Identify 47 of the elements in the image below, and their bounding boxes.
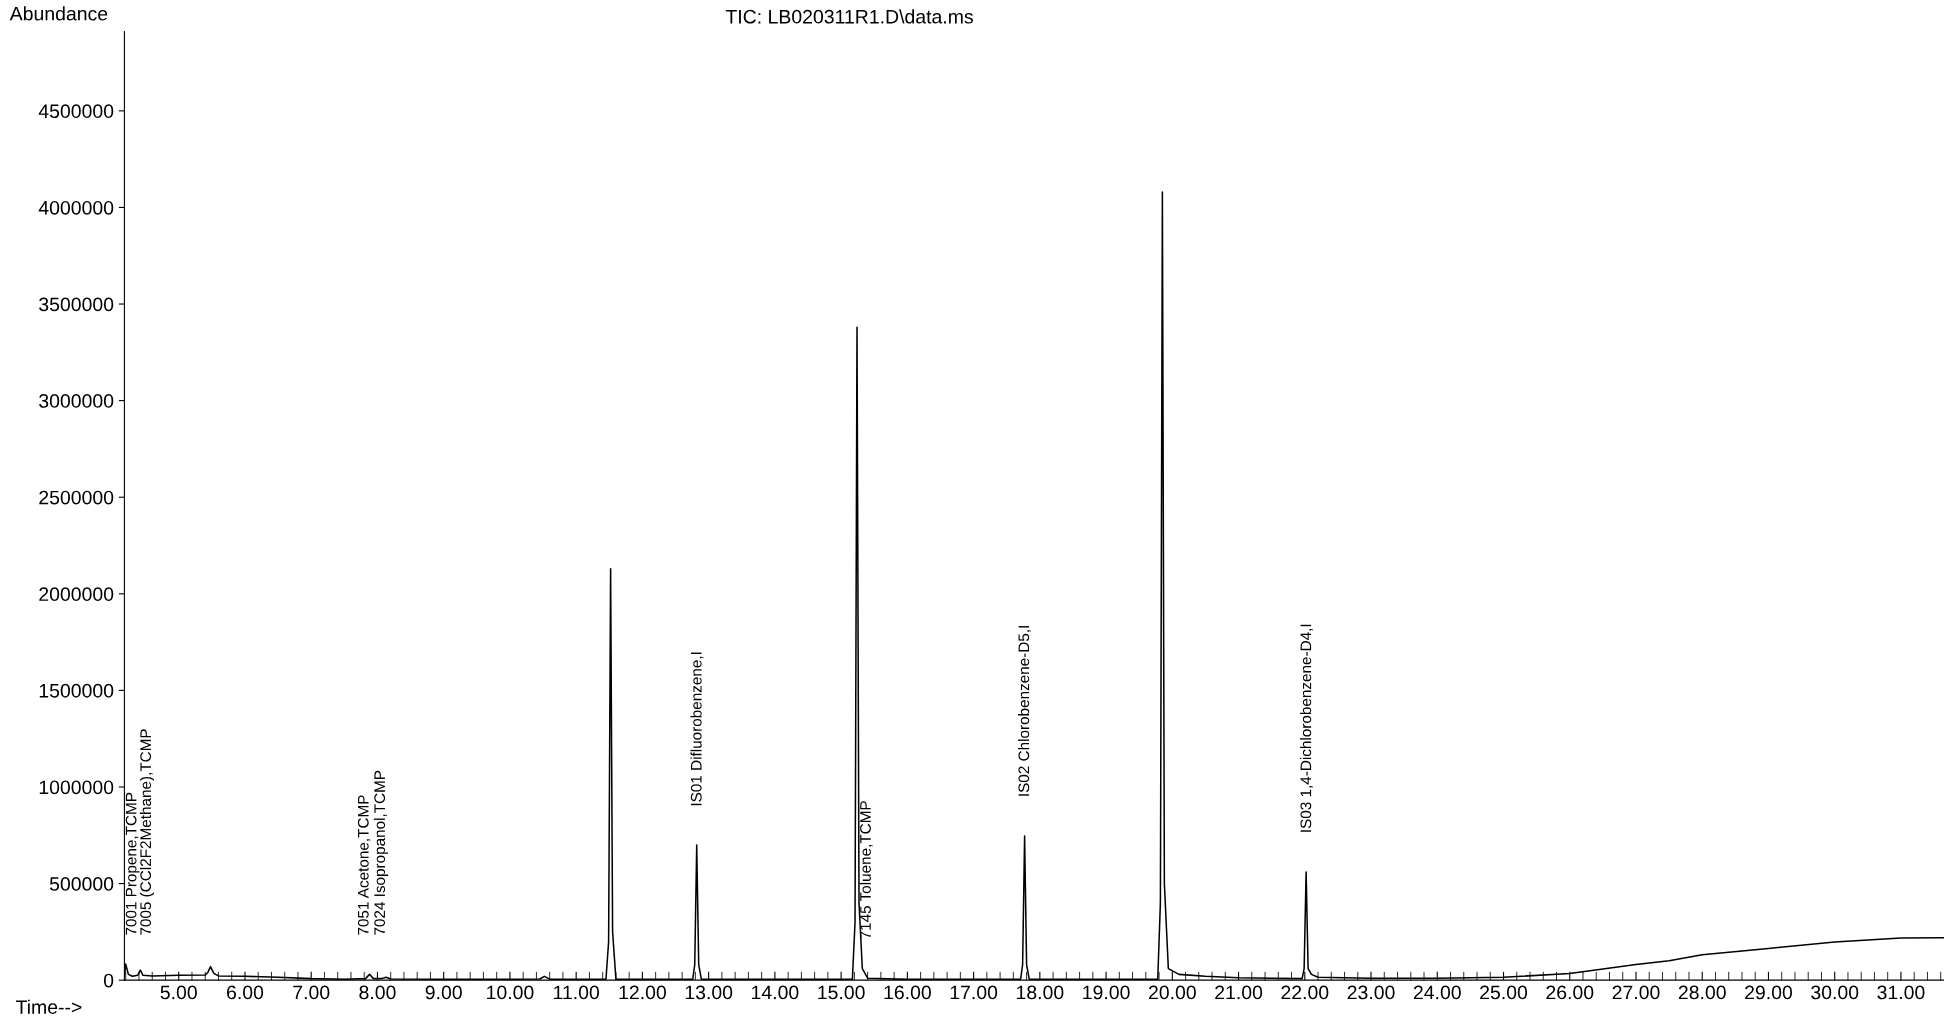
y-tick-label: 500000 xyxy=(49,877,114,891)
y-tick-label: 2000000 xyxy=(39,587,114,602)
annotation: 7024 Isopropanol,TCMP xyxy=(373,770,389,935)
x-tick-label: 5.00 xyxy=(160,985,197,1000)
y-tick-label: 2500000 xyxy=(39,490,114,505)
x-tick-label: 18.00 xyxy=(1016,985,1064,1000)
x-tick-label: 8.00 xyxy=(359,985,396,1000)
annotation: IS01 Difluorobenzene,I xyxy=(690,652,704,806)
x-tick-label: 11.00 xyxy=(554,985,600,1000)
x-tick-label: 27.00 xyxy=(1612,985,1660,1000)
x-tick-label: 30.00 xyxy=(1811,985,1859,1000)
x-axis-title: Time--> xyxy=(15,999,82,1014)
y-tick-label: 1500000 xyxy=(39,683,114,698)
annotation: 7005 (CCl2F2Methane),TCMP xyxy=(139,729,155,935)
annotation: 7051 Acetone,TCMP xyxy=(357,795,371,935)
x-tick-label: 24.00 xyxy=(1413,985,1461,1000)
y-tick-label: 0 xyxy=(103,973,114,988)
x-tick-label: 15.00 xyxy=(818,985,865,1000)
y-tick-label: 4500000 xyxy=(38,104,114,119)
x-tick-label: 9.00 xyxy=(425,985,462,1000)
x-tick-label: 12.00 xyxy=(619,985,666,1000)
x-tick-label: 7.00 xyxy=(293,985,330,1000)
x-tick-label: 23.00 xyxy=(1347,985,1395,1000)
annotation: 7001 Propene,TCMP xyxy=(125,792,140,935)
x-tick-label: 26.00 xyxy=(1546,985,1594,1000)
x-tick-label: 13.00 xyxy=(685,985,733,1000)
x-tick-label: 10.00 xyxy=(487,985,534,1000)
x-tick-label: 31.00 xyxy=(1877,985,1925,1000)
y-tick-label: 3000000 xyxy=(39,394,114,408)
x-tick-label: 20.00 xyxy=(1148,985,1196,1000)
x-tick-label: 21.00 xyxy=(1215,985,1263,1000)
x-tick-label: 14.00 xyxy=(752,985,799,1000)
x-tick-label: 25.00 xyxy=(1480,985,1528,1000)
y-tick-label: 1000000 xyxy=(39,780,114,795)
chart-title: TIC: LB020311R1.D\data.ms xyxy=(725,9,973,24)
y-tick-label: 3500000 xyxy=(39,297,114,312)
x-tick-label: 16.00 xyxy=(884,985,931,1000)
x-tick-label: 29.00 xyxy=(1745,985,1793,1000)
x-tick-label: 22.00 xyxy=(1281,985,1329,1000)
x-tick-label: 6.00 xyxy=(227,985,264,1000)
y-tick-label: 4000000 xyxy=(38,200,114,215)
x-tick-label: 28.00 xyxy=(1678,985,1726,1000)
x-tick-label: 17.00 xyxy=(950,985,998,1000)
annotation: IS02 Chlorobenzene-D5,I xyxy=(1017,626,1032,796)
y-axis-title: Abundance xyxy=(9,6,108,21)
annotation: IS03 1,4-Dichlorobenzene-D4,I xyxy=(1300,624,1314,832)
x-tick-label: 19.00 xyxy=(1083,985,1130,1000)
